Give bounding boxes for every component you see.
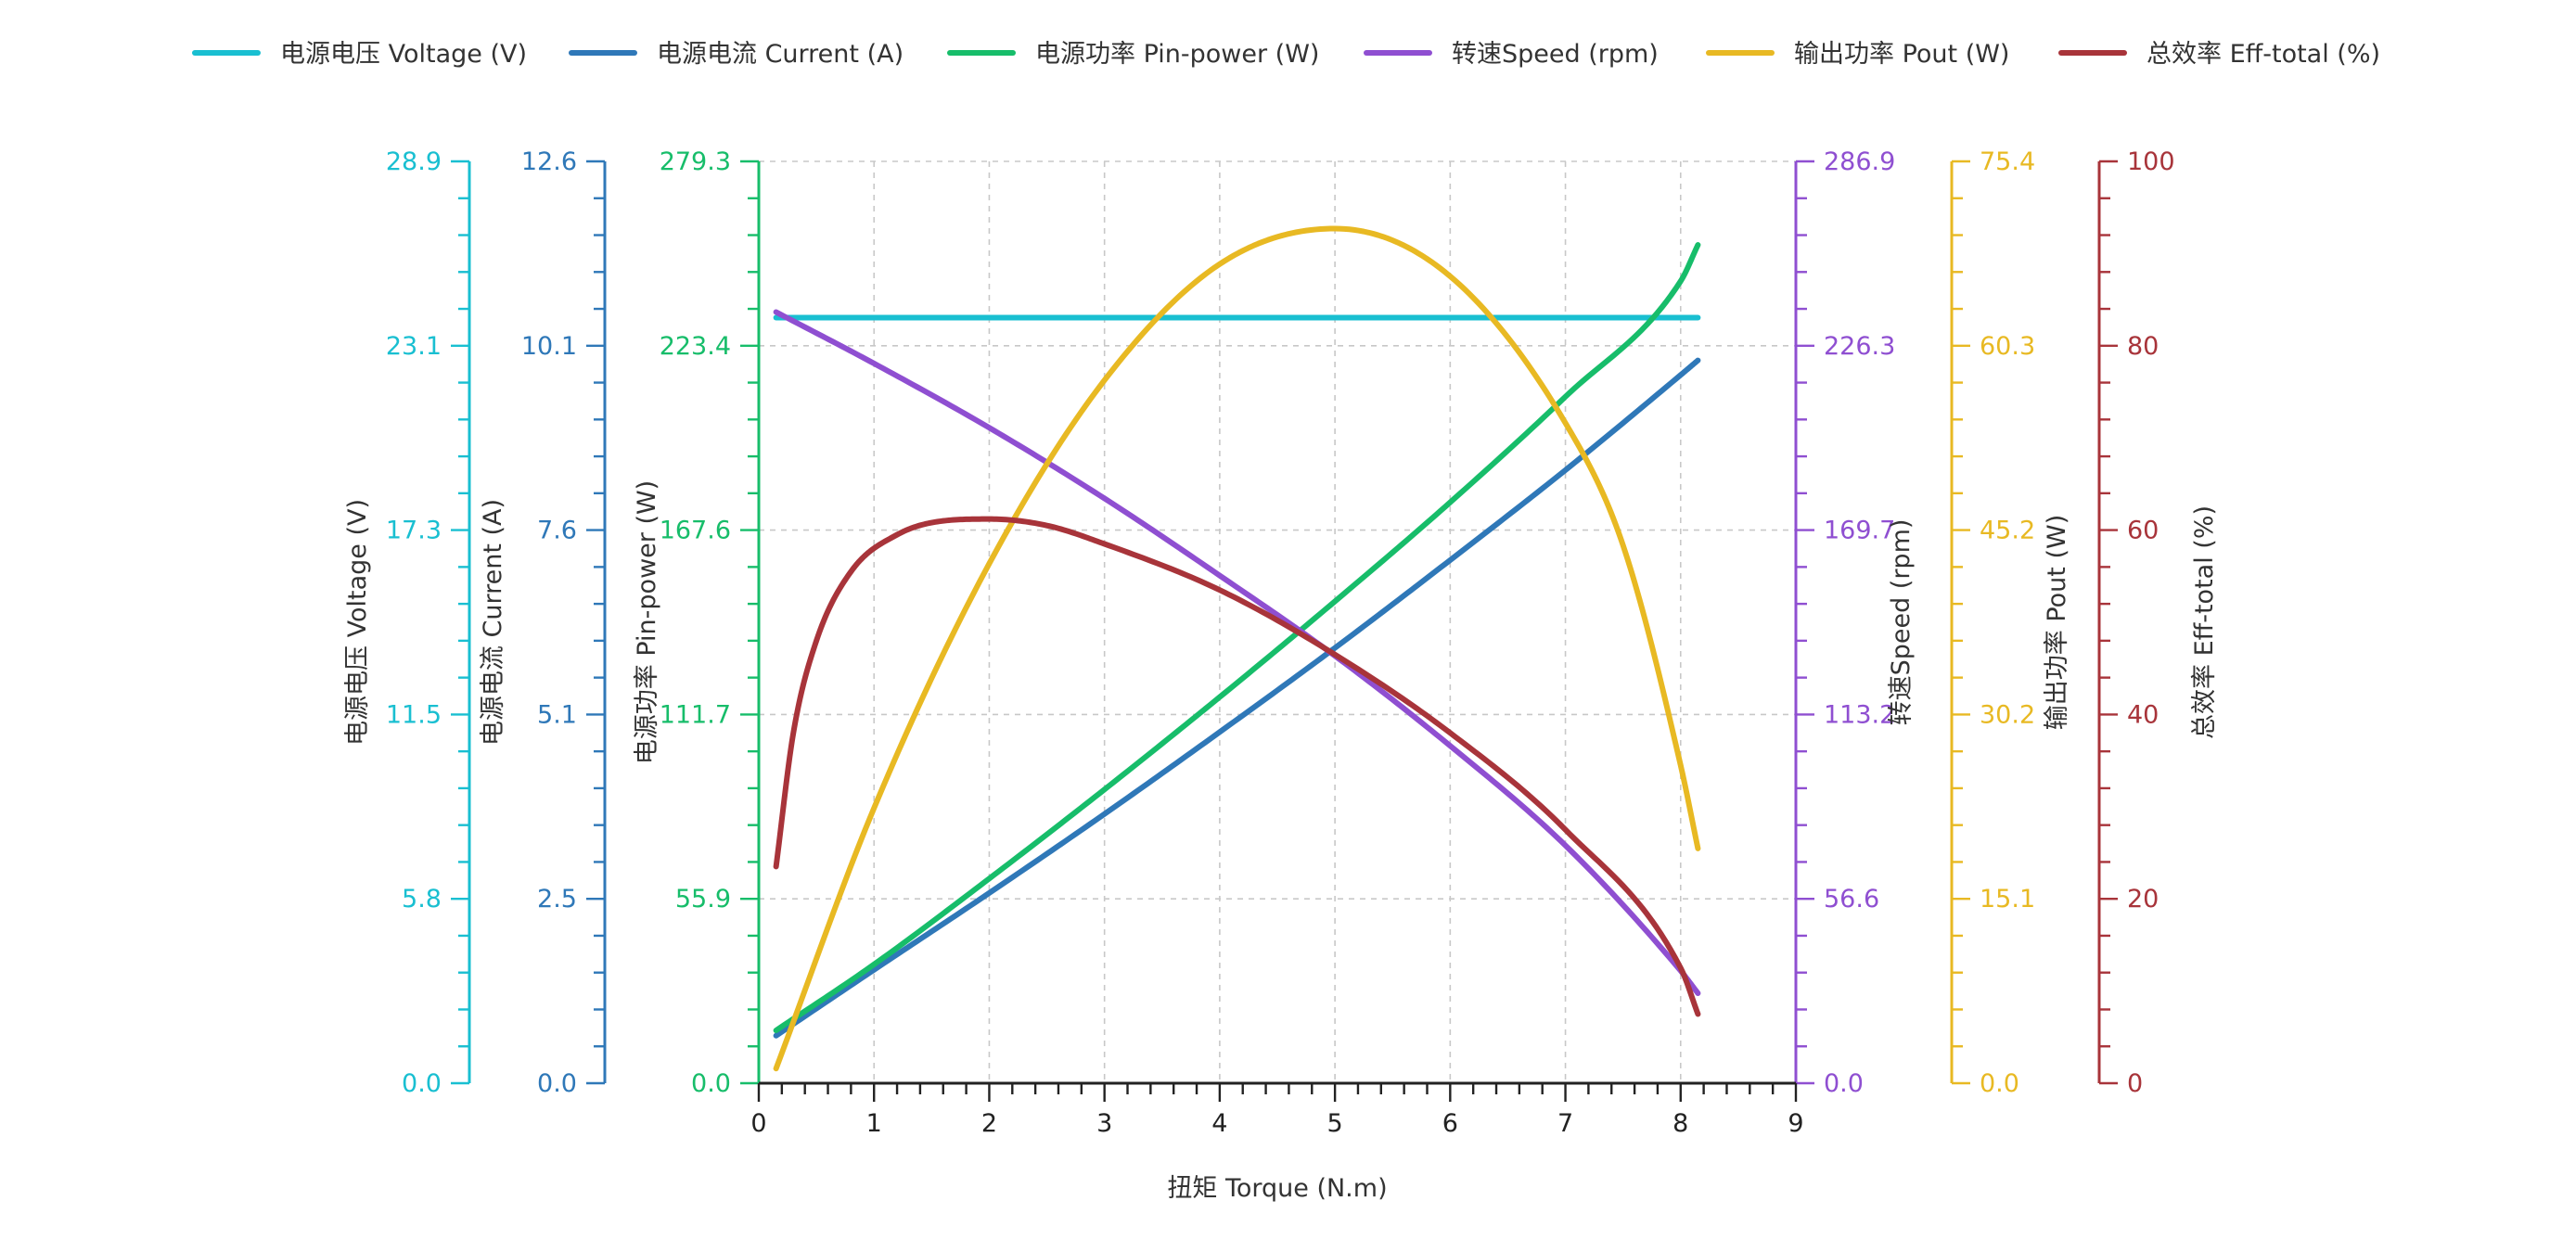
- y-tick-label: 113.2: [1824, 700, 1895, 729]
- y-tick-label: 60: [2127, 517, 2159, 545]
- y-tick-label: 0.0: [537, 1069, 577, 1098]
- series-line-pin: [773, 242, 1701, 1034]
- y-tick-label: 56.6: [1824, 885, 1879, 913]
- y-tick-label: 0.0: [1980, 1069, 2019, 1098]
- y-tick-label: 60.3: [1980, 332, 2035, 361]
- y-axis-title: 电源电压 Voltage (V): [343, 499, 372, 746]
- y-axis-title: 总效率 Eff-total (%): [2190, 505, 2219, 739]
- y-tick-label: 7.6: [537, 517, 577, 545]
- y-tick-label: 23.1: [386, 332, 442, 361]
- y-tick-label: 45.2: [1980, 517, 2035, 545]
- legend-item-current: 电源电流 Current (A): [569, 40, 904, 69]
- y-axis-title: 转速Speed (rpm): [1887, 519, 1916, 726]
- y-axis-current: 0.0 2.5 5.1 7.6 10.1 12.6 电源电流 Current (A): [479, 147, 607, 1098]
- y-tick-label: 0.0: [1824, 1069, 1864, 1098]
- legend-label: 电源电压 Voltage (V): [280, 40, 527, 69]
- x-tick-label: 0: [750, 1109, 766, 1138]
- y-tick-label: 223.4: [660, 332, 731, 361]
- y-tick-label: 0.0: [402, 1069, 442, 1098]
- y-tick-label: 28.9: [386, 147, 442, 176]
- x-axis-title: 扭矩 Torque (N.m): [1167, 1174, 1387, 1203]
- y-tick-label: 169.7: [1824, 517, 1895, 545]
- legend-item-pout: 输出功率 Pout (W): [1706, 40, 2009, 69]
- y-tick-label: 286.9: [1824, 147, 1895, 176]
- series-line-speed: [773, 309, 1701, 996]
- x-tick-label: 8: [1672, 1109, 1688, 1138]
- x-tick-label: 4: [1211, 1109, 1227, 1138]
- y-axis-title: 电源功率 Pin-power (W): [633, 480, 661, 764]
- legend-item-voltage: 电源电压 Voltage (V): [192, 40, 527, 69]
- y-tick-label: 30.2: [1980, 700, 2035, 729]
- y-tick-label: 55.9: [675, 885, 731, 913]
- y-tick-label: 279.3: [660, 147, 731, 176]
- y-tick-label: 75.4: [1980, 147, 2035, 176]
- legend-label: 电源电流 Current (A): [657, 40, 904, 69]
- y-tick-label: 5.1: [537, 700, 577, 729]
- y-tick-label: 15.1: [1980, 885, 2035, 913]
- y-axis-title: 输出功率 Pout (W): [2043, 515, 2071, 730]
- legend-label: 输出功率 Pout (W): [1794, 40, 2009, 69]
- legend: 电源电压 Voltage (V) 电源电流 Current (A) 电源功率 Pin…: [192, 40, 2380, 69]
- y-tick-label: 0: [2127, 1069, 2143, 1098]
- y-tick-label: 12.6: [521, 147, 577, 176]
- y-tick-label: 10.1: [521, 332, 577, 361]
- y-axis-speed: 0.0 56.6 113.2 169.7 226.3 286.9 转速Speed (rpm): [1794, 147, 1916, 1098]
- series-line-eff: [773, 516, 1701, 1017]
- series-lines: [773, 225, 1701, 1072]
- legend-label: 转速Speed (rpm): [1452, 40, 1659, 69]
- x-tick-label: 3: [1096, 1109, 1112, 1138]
- legend-item-pin: 电源功率 Pin-power (W): [947, 40, 1319, 69]
- x-tick-label: 5: [1327, 1109, 1343, 1138]
- y-tick-label: 167.6: [660, 517, 731, 545]
- y-tick-label: 111.7: [660, 700, 731, 729]
- x-tick-label: 9: [1788, 1109, 1803, 1138]
- series-line-pout: [773, 225, 1701, 1072]
- x-tick-label: 6: [1442, 1109, 1458, 1138]
- x-tick-label: 7: [1557, 1109, 1573, 1138]
- x-tick-label: 1: [866, 1109, 882, 1138]
- y-axis-eff: 0 20 40 60 80 100 总效率 Eff-total (%): [2097, 147, 2219, 1098]
- y-tick-label: 80: [2127, 332, 2159, 361]
- legend-label: 总效率 Eff-total (%): [2147, 40, 2380, 69]
- legend-item-eff: 总效率 Eff-total (%): [2058, 40, 2380, 69]
- legend-label: 电源功率 Pin-power (W): [1035, 40, 1319, 69]
- series-line-current: [773, 357, 1701, 1039]
- x-tick-label: 2: [981, 1109, 997, 1138]
- x-axis: 0 1 2 3 4 5 6 7 8 9 扭矩 Torque (N.m): [750, 1081, 1804, 1203]
- y-tick-label: 100: [2127, 147, 2175, 176]
- y-tick-label: 226.3: [1824, 332, 1895, 361]
- y-axis-pout: 0.0 15.1 30.2 45.2 60.3 75.4 输出功率 Pout (W): [1950, 147, 2071, 1098]
- y-tick-label: 0.0: [691, 1069, 731, 1098]
- y-axis-title: 电源电流 Current (A): [479, 499, 507, 746]
- y-tick-label: 40: [2127, 700, 2159, 729]
- y-axis-pin: 0.0 55.9 111.7 167.6 223.4 279.3 电源功率 Pin-powe…: [633, 147, 761, 1098]
- y-tick-label: 5.8: [402, 885, 442, 913]
- y-axis-voltage: 0.0 5.8 11.5 17.3 23.1 28.9 电源电压 Voltage (V): [343, 147, 471, 1098]
- y-tick-label: 2.5: [537, 885, 577, 913]
- y-tick-label: 17.3: [386, 517, 442, 545]
- y-tick-label: 20: [2127, 885, 2159, 913]
- y-tick-label: 11.5: [386, 700, 442, 729]
- legend-item-speed: 转速Speed (rpm): [1364, 40, 1659, 69]
